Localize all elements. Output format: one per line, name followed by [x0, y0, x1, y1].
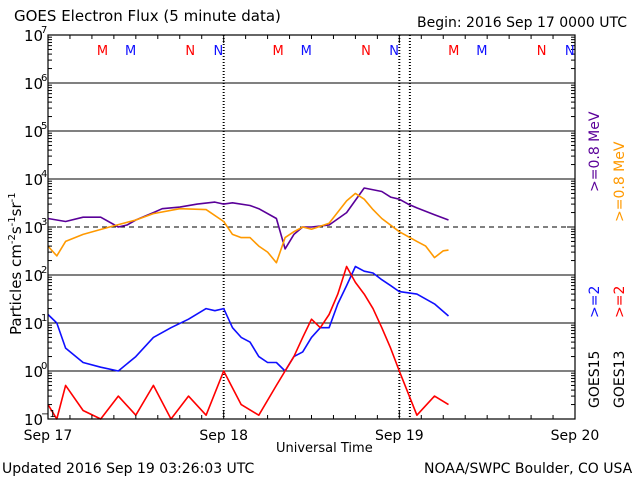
day-marker-lines: [222, 35, 411, 419]
legend-goes13-label: GOES13: [612, 350, 628, 408]
marker-label: M: [448, 44, 459, 59]
y-tick-label: 10: [24, 171, 43, 189]
series-line-3: [47, 265, 449, 420]
legend-goes15-blue: >=2: [587, 285, 603, 318]
y-tick-label: 10: [24, 27, 43, 45]
legend-goes13-orange: >=0.8 MeV: [612, 141, 628, 222]
marker-label: N: [214, 44, 224, 59]
y-tick-label: 10: [24, 75, 43, 93]
y-tick-exponent: 0: [41, 361, 47, 372]
y-tick-exponent: 4: [41, 169, 47, 180]
series-line-0: [47, 187, 449, 250]
y-tick-exponent: −1: [41, 409, 56, 420]
legend-goes13-red: >=2: [612, 285, 628, 318]
y-tick-label: 10: [24, 315, 43, 333]
y-tick-label: 10: [24, 267, 43, 285]
marker-label: M: [476, 44, 487, 59]
plot-frame: [47, 34, 576, 420]
grid: [48, 82, 575, 372]
y-tick-label: 10: [24, 219, 43, 237]
x-tick-label: Sep 19: [375, 428, 424, 444]
y-tick-exponent: 2: [41, 265, 47, 276]
y-tick-label: 10: [24, 363, 43, 381]
marker-label: N: [361, 44, 371, 59]
y-tick-exponent: 7: [41, 25, 47, 36]
y-tick-exponent: 5: [41, 121, 47, 132]
data-series: [47, 187, 450, 420]
legend-goes15-purple: >=0.8 MeV: [587, 111, 603, 192]
marker-label: M: [273, 44, 284, 59]
begin-time: Begin: 2016 Sep 17 0000 UTC: [417, 15, 628, 31]
x-tick-label: Sep 18: [199, 428, 248, 444]
marker-label: N: [185, 44, 195, 59]
y-tick-label: 10: [24, 123, 43, 141]
y-axis-label: Particles cm-2s-1sr-1: [7, 192, 25, 335]
legend-goes15-label: GOES15: [587, 350, 603, 408]
y-tick-exponent: 1: [41, 313, 47, 324]
credit-text: NOAA/SWPC Boulder, CO USA: [424, 461, 633, 477]
series-line-2: [47, 265, 450, 372]
chart-title: GOES Electron Flux (5 minute data): [14, 7, 281, 25]
y-tick-exponent: 6: [41, 73, 47, 84]
x-axis-label: Universal Time: [276, 441, 373, 456]
x-tick-labels: Sep 17 Sep 18 Sep 19 Sep 20: [24, 428, 600, 444]
updated-timestamp: Updated 2016 Sep 19 03:26:03 UTC: [2, 461, 255, 477]
marker-label: N: [565, 44, 575, 59]
y-tick-label: 10: [24, 411, 43, 429]
marker-label: N: [389, 44, 399, 59]
marker-label: N: [537, 44, 547, 59]
x-tick-label: Sep 20: [551, 428, 600, 444]
marker-label: M: [125, 44, 136, 59]
series-line-1: [47, 192, 449, 264]
marker-label: M: [97, 44, 108, 59]
marker-label: M: [301, 44, 312, 59]
y-tick-exponent: 3: [41, 217, 47, 228]
x-tick-label: Sep 17: [24, 428, 73, 444]
